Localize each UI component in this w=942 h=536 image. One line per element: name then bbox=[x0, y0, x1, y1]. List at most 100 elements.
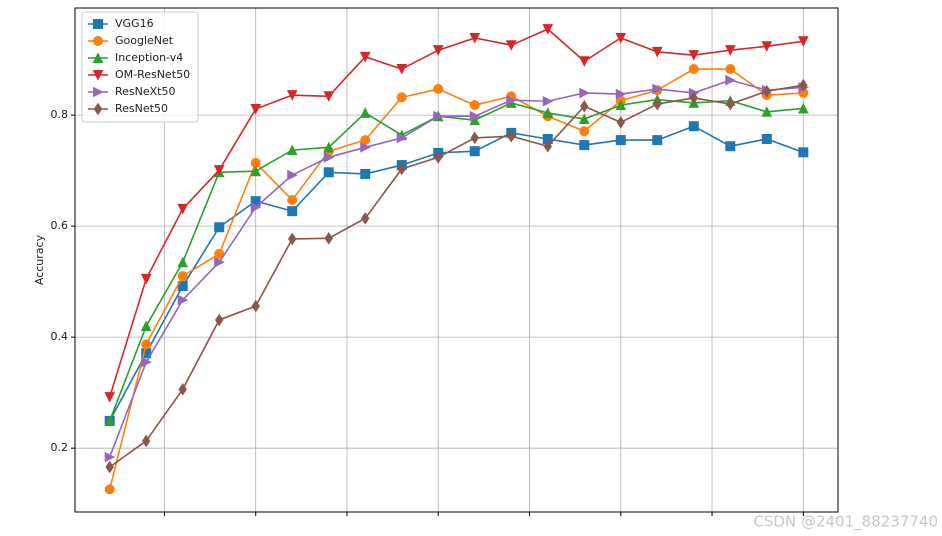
marker bbox=[615, 88, 627, 100]
legend-label: Inception-v4 bbox=[115, 51, 183, 64]
legend-label: OM-ResNet50 bbox=[115, 68, 190, 81]
legend-marker bbox=[93, 19, 103, 29]
marker bbox=[726, 97, 735, 111]
marker bbox=[653, 97, 662, 111]
marker bbox=[615, 32, 627, 44]
marker bbox=[396, 64, 408, 75]
marker bbox=[761, 106, 773, 117]
marker bbox=[177, 271, 188, 282]
marker bbox=[140, 273, 152, 285]
y-tick-label: 0.2 bbox=[51, 441, 69, 454]
marker bbox=[250, 165, 262, 177]
marker bbox=[177, 256, 189, 268]
marker bbox=[323, 91, 335, 102]
marker bbox=[360, 142, 371, 153]
legend-label: GoogleNet bbox=[115, 34, 174, 47]
marker bbox=[359, 51, 371, 63]
marker bbox=[141, 434, 151, 448]
marker bbox=[761, 133, 772, 144]
marker bbox=[433, 84, 444, 95]
marker bbox=[652, 83, 663, 95]
marker bbox=[323, 152, 335, 163]
marker bbox=[214, 256, 225, 268]
legend-box bbox=[81, 11, 199, 123]
legend-marker bbox=[92, 70, 104, 81]
marker bbox=[725, 64, 736, 75]
marker bbox=[469, 110, 481, 122]
y-tick-label: 0.4 bbox=[51, 330, 69, 343]
marker bbox=[799, 78, 808, 92]
marker bbox=[580, 99, 589, 113]
marker bbox=[178, 383, 187, 396]
legend-marker bbox=[93, 36, 103, 46]
marker bbox=[104, 392, 115, 403]
marker bbox=[250, 104, 262, 115]
marker bbox=[213, 165, 225, 176]
marker bbox=[361, 212, 370, 225]
marker bbox=[689, 91, 698, 105]
series-line bbox=[108, 98, 804, 422]
y-axis-label: Accuracy bbox=[33, 234, 46, 285]
marker bbox=[359, 107, 371, 118]
marker bbox=[287, 169, 298, 181]
legend-label: ResNeXt50 bbox=[115, 85, 176, 98]
marker bbox=[250, 201, 262, 213]
marker bbox=[798, 36, 809, 47]
marker bbox=[762, 84, 772, 98]
marker bbox=[579, 87, 590, 99]
legend-label: ResNet50 bbox=[115, 102, 168, 115]
marker bbox=[323, 141, 335, 153]
marker bbox=[615, 135, 626, 146]
marker bbox=[688, 121, 699, 132]
series-line bbox=[109, 84, 804, 468]
y-tick-label: 0.6 bbox=[51, 219, 69, 232]
marker bbox=[798, 102, 809, 114]
marker bbox=[542, 95, 554, 107]
marker bbox=[324, 232, 333, 245]
marker bbox=[506, 94, 517, 106]
marker bbox=[651, 46, 663, 58]
legend-label: VGG16 bbox=[115, 17, 154, 30]
marker bbox=[177, 294, 189, 306]
marker bbox=[215, 313, 224, 327]
marker bbox=[543, 139, 552, 153]
legend-marker bbox=[93, 86, 104, 98]
marker bbox=[507, 129, 516, 143]
marker bbox=[177, 203, 189, 215]
marker bbox=[688, 64, 699, 75]
marker bbox=[141, 339, 152, 350]
marker bbox=[104, 484, 115, 495]
marker bbox=[542, 24, 554, 35]
marker bbox=[615, 99, 627, 111]
marker bbox=[104, 415, 115, 426]
marker bbox=[724, 45, 736, 56]
marker bbox=[469, 146, 480, 157]
marker bbox=[397, 162, 406, 176]
marker bbox=[470, 131, 479, 145]
marker bbox=[725, 141, 736, 152]
marker bbox=[140, 320, 152, 332]
series-line bbox=[108, 28, 804, 398]
marker bbox=[542, 107, 554, 118]
marker bbox=[287, 206, 298, 217]
legend-marker bbox=[92, 52, 104, 63]
marker bbox=[652, 135, 663, 146]
marker bbox=[579, 140, 590, 151]
marker bbox=[432, 45, 444, 56]
plot-area bbox=[74, 7, 839, 513]
marker bbox=[579, 126, 590, 137]
marker bbox=[251, 299, 260, 313]
marker bbox=[505, 40, 517, 51]
series-line bbox=[108, 68, 804, 490]
marker bbox=[578, 56, 590, 67]
marker bbox=[104, 451, 116, 463]
marker bbox=[433, 110, 444, 122]
marker bbox=[578, 113, 590, 125]
marker bbox=[214, 222, 225, 233]
marker bbox=[105, 460, 114, 474]
marker bbox=[798, 147, 809, 158]
marker bbox=[469, 100, 480, 111]
marker bbox=[434, 151, 443, 164]
marker bbox=[725, 74, 736, 86]
